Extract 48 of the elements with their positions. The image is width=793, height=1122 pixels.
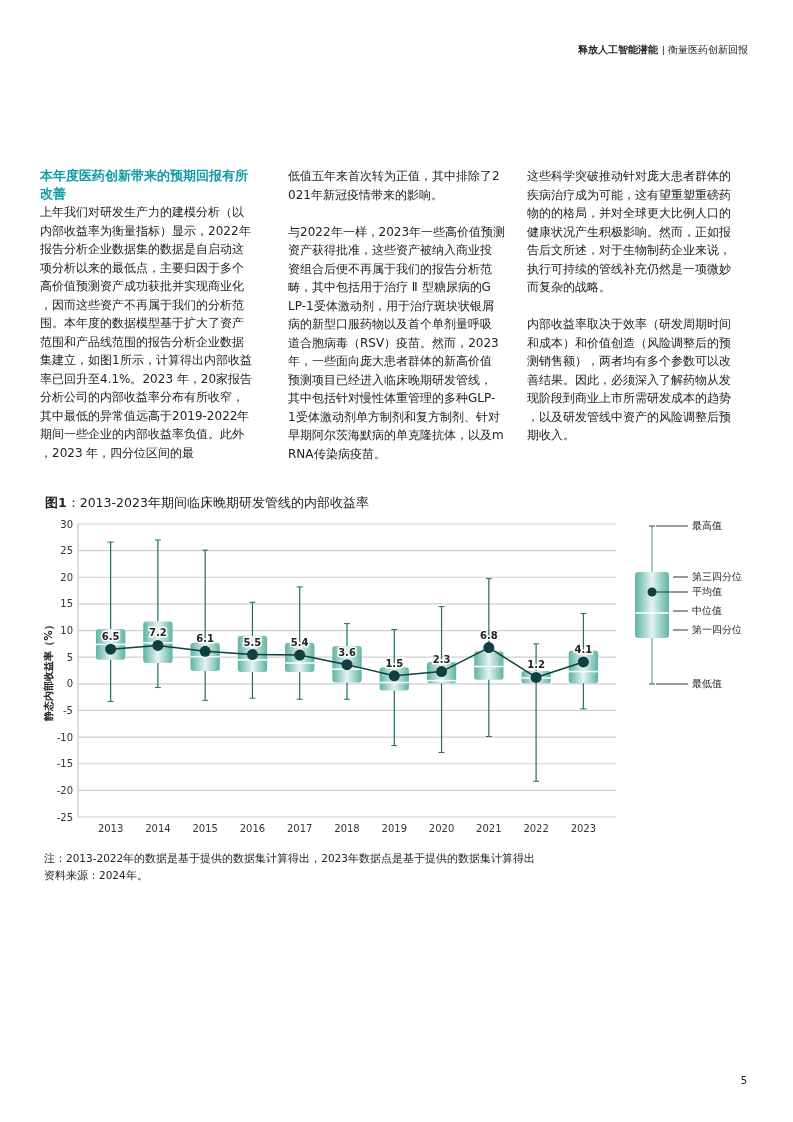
y-tick-label: 10 xyxy=(60,625,73,637)
data-label: 5.4 xyxy=(290,637,309,649)
x-tick-label: 2018 xyxy=(334,823,360,834)
x-tick-label: 2016 xyxy=(239,823,266,834)
text: 第三四分位 xyxy=(692,571,742,583)
data-label: 3.6 xyxy=(338,646,356,658)
y-axis-title: 静态内部收益率（%） xyxy=(43,620,54,722)
text: 最低值 xyxy=(692,678,722,690)
text: 中位值 xyxy=(692,605,722,617)
x-tick-label: 2013 xyxy=(97,823,124,834)
text: 释放人工智能潜能 | 衡量医药创新回报 xyxy=(577,44,748,55)
y-tick-label: 0 xyxy=(66,678,73,690)
x-tick-label: 2020 xyxy=(428,823,455,834)
y-tick-label: 15 xyxy=(60,598,73,610)
y-tick-label: -25 xyxy=(56,811,73,823)
x-tick-label: 2017 xyxy=(287,823,313,834)
y-tick-label: 30 xyxy=(60,518,73,530)
text: 5 xyxy=(740,1075,747,1086)
text: 最高值 xyxy=(692,520,722,532)
y-tick-label: 20 xyxy=(60,571,73,583)
x-tick-label: 2015 xyxy=(192,823,218,834)
y-tick-label: -5 xyxy=(63,704,73,716)
text: 本年度医药创新带来的预期回报有所改善 xyxy=(39,168,248,201)
chart-title: 图1：2013-2023年期间临床晚期研发管线的内部收益率 xyxy=(45,495,369,510)
data-label: 4.1 xyxy=(574,643,593,655)
text: 资料来源：2024年。 xyxy=(44,869,148,881)
text: 与2022年一样，2023年一些高价值预测资产获得批准，这些资产被纳入商业投资组合后便不再属于我们的报告分析范畴，其中包括用于治疗 Ⅱ 型糖尿病的GLP-1受体激动剂，用于治疗斑块状银屑病的新型口服药物以及首个单剂量呼吸道合胞病毒（RSV）疫苗。然而，2023年，一些面向庞大患者群体的新高价值预测项目已经进入临床晚期研发管线，其中包括针对慢性体重管理的多种GLP-1受体激动剂单方制剂和复方制剂、针对早期阿尔茨海默病的单克隆抗体，以及mRNA传染病疫苗。 xyxy=(288,224,506,461)
y-tick-label: -10 xyxy=(56,731,73,743)
x-tick-label: 2021 xyxy=(476,823,502,834)
data-label: 5.5 xyxy=(243,636,262,648)
x-tick-label: 2019 xyxy=(381,823,407,834)
y-tick-label: -15 xyxy=(56,758,73,770)
text: 内部收益率取决于效率（研发周期时间和成本）和价值创造（风险调整后的预测销售额），两者均有多个参数可以改善结果。因此，必须深入了解药物从发现阶段到商业上市所需研发成本的趋势，以及研发管线中资产的风险调整后预期收入。 xyxy=(527,317,731,442)
text: 这些科学突破推动针对庞大患者群体的疾病治疗成为可能，这有望重塑重磅药物的的格局，并对全球更大比例人口的健康状况产生积极影响。然而，正如报告后文所述，对于生物制药企业来说，执行可持续的管线补充仍然是一项微妙而复杂的战略。 xyxy=(527,169,731,294)
point xyxy=(483,642,495,654)
y-tick-label: 25 xyxy=(60,545,73,557)
text: 注：2013-2022年的数据是基于提供的数据集计算得出，2023年数据点是基于提供的数据集计算得出 xyxy=(44,852,535,864)
x-tick-label: 2014 xyxy=(145,823,171,834)
text: 上年我们对研发生产力的建模分析（以内部收益率为衡量指标）显示，2022年报告分析企业数据集的数据是自启动这项分析以来的最低点，主要归因于多个高价值预测资产成功获批并实现商业化，因而这些资产不再属于我们的分析范围。本年度的数据模型基于扩大了资产范围和产品线范围的报告分析企业数据集建立，如图1所示，计算得出内部收益率已回升至4.1%。2023 年，20家报告分析公司的内部收益率分布有所收窄，其中最低的异常值远高于2019-2022年期间一些企业的内部收益率负值。此外，2023 年，四分位区间的最 xyxy=(40,205,253,460)
text: 平均值 xyxy=(692,586,722,598)
data-label: 6.5 xyxy=(101,631,120,643)
x-tick-label: 2023 xyxy=(570,823,597,834)
y-tick-label: -20 xyxy=(56,784,73,796)
data-label: 7.2 xyxy=(149,627,167,639)
y-tick-label: 5 xyxy=(66,651,73,663)
text: 低值五年来首次转为正值，其中排除了2021年新冠疫情带来的影响。 xyxy=(288,169,500,202)
text: 第一四分位 xyxy=(692,624,742,636)
x-tick-label: 2022 xyxy=(523,823,549,834)
